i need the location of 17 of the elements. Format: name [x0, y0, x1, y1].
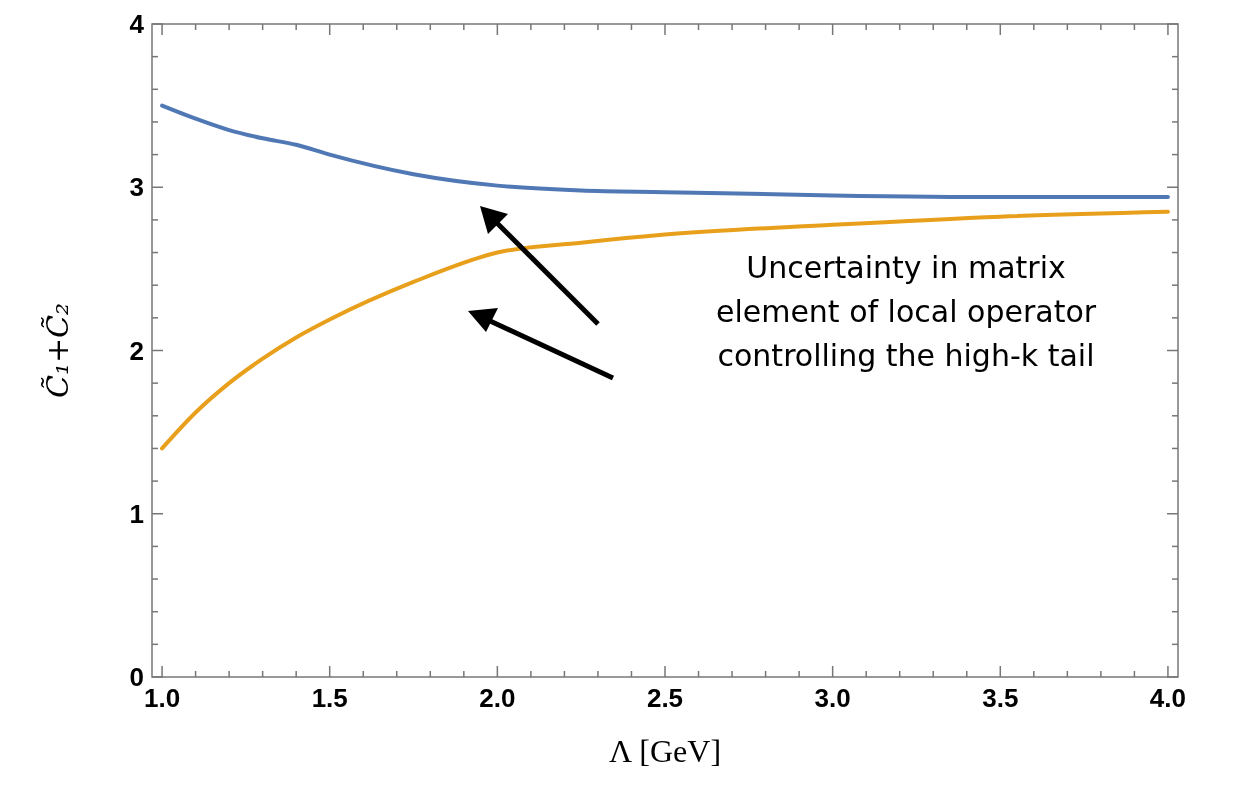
x-axis-title: Λ [GeV]: [608, 733, 722, 769]
x-tick-label: 4.0: [1149, 683, 1187, 713]
y-tick-label: 0: [129, 662, 144, 693]
x-tick-label: 3.5: [982, 683, 1019, 713]
x-tick-label: 1.5: [311, 683, 348, 713]
x-tick-label: 2.5: [646, 683, 684, 713]
y-tick-label: 1: [129, 498, 144, 529]
annotation: Uncertainty in matrix element of local operator controlling the high-k tail: [715, 250, 1097, 373]
x-tick-label: 1.0: [143, 683, 181, 713]
y-tick-label: 3: [129, 172, 144, 203]
line-series: [160, 209, 1170, 451]
y-tick-label: 2: [129, 335, 144, 366]
x-tick-label: 3.0: [814, 683, 851, 713]
y-axis-title: C̃₁+C̃₂: [40, 302, 75, 399]
x-tick-label: 2.0: [479, 683, 516, 713]
line-series: [160, 103, 1170, 200]
y-tick-label: 4: [129, 9, 145, 40]
